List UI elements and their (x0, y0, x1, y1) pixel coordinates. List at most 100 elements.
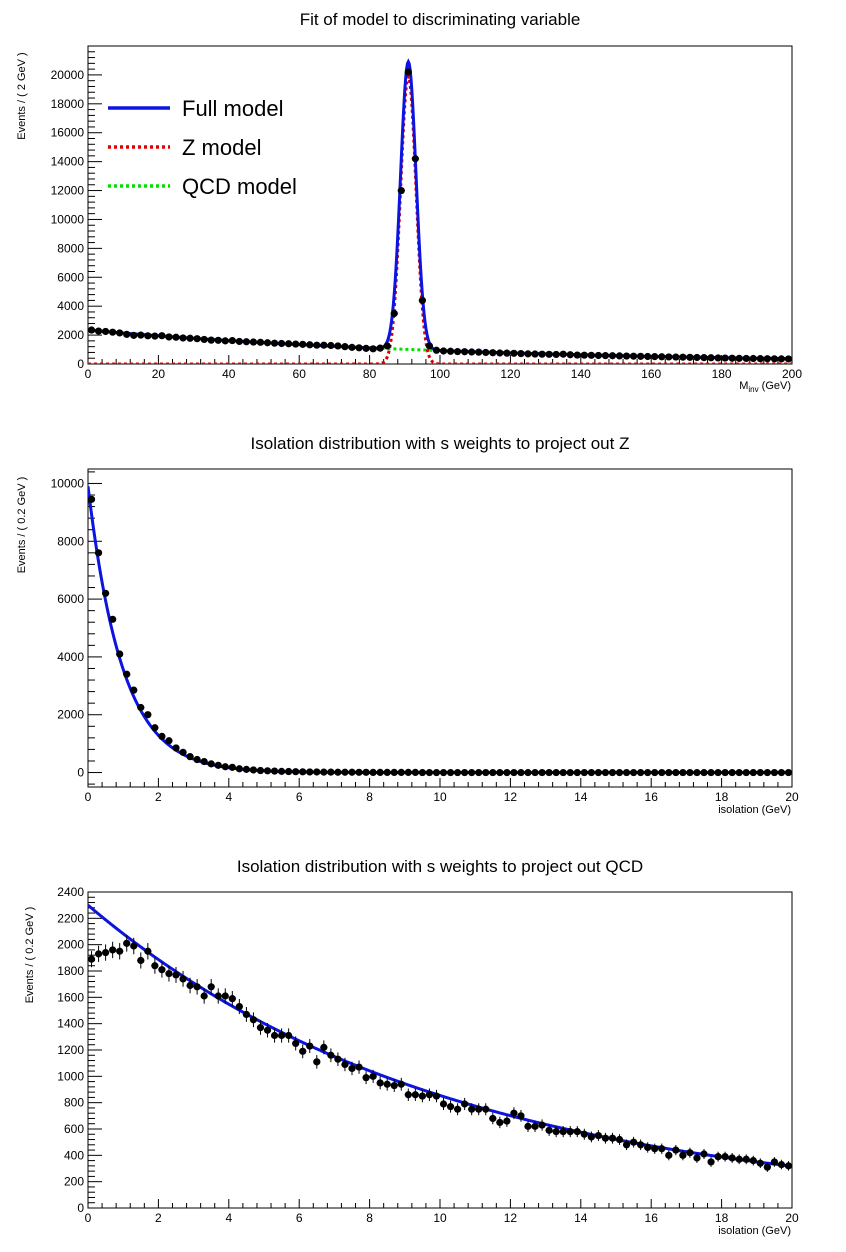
data-point (404, 1091, 412, 1099)
data-point (714, 354, 722, 362)
data-point (158, 732, 166, 741)
y-tick-label: 2000 (57, 328, 84, 342)
data-point (270, 767, 279, 775)
data-point (235, 765, 243, 773)
data-point (235, 337, 243, 346)
data-point (475, 348, 483, 356)
data-point (221, 763, 229, 771)
legend-entry-label: Full model (182, 96, 283, 121)
data-point (461, 348, 469, 356)
data-point (601, 352, 610, 360)
data-point (475, 768, 483, 777)
y-axis-label: Events / ( 2 GeV ) (16, 52, 28, 139)
data-point (622, 1141, 631, 1149)
data-point (784, 768, 793, 777)
panel-fit-minv: Fit of model to discriminating variable … (16, 10, 802, 394)
data-point (679, 353, 687, 361)
data-point (496, 349, 504, 357)
data-point (672, 768, 680, 777)
data-point (369, 345, 377, 353)
data-point (637, 352, 645, 360)
data-point (151, 332, 159, 340)
data-point (665, 768, 673, 777)
data-point (432, 768, 441, 777)
data-point (242, 1010, 250, 1019)
data-point (362, 768, 370, 776)
data-point (545, 768, 553, 777)
data-point (770, 355, 779, 363)
y-tick-label: 2000 (57, 708, 84, 722)
data-point (686, 353, 694, 361)
y-tick-label: 4000 (57, 650, 84, 664)
data-point (179, 748, 187, 756)
data-point (665, 353, 673, 361)
data-point (130, 331, 138, 339)
data-point (200, 757, 208, 766)
data-point (158, 966, 166, 974)
data-point (418, 768, 426, 777)
data-point (313, 768, 321, 776)
data-point (320, 1043, 328, 1051)
data-point (763, 768, 771, 777)
x-tick-label: 14 (574, 1211, 588, 1225)
data-point (735, 1155, 743, 1163)
data-point (517, 768, 525, 777)
data-point (299, 1047, 307, 1055)
data-point (637, 1141, 645, 1149)
data-point (404, 768, 412, 777)
x-tick-label: 16 (645, 790, 659, 804)
data-point (777, 355, 786, 363)
data-point (770, 1158, 779, 1166)
data-point (256, 1024, 265, 1032)
x-tick-label: 20 (152, 367, 166, 381)
data-point (214, 761, 222, 769)
x-axis-label-unit: (GeV) (759, 380, 791, 392)
data-point (468, 768, 476, 777)
y-tick-label: 8000 (57, 241, 84, 255)
x-tick-label: 10 (433, 1211, 447, 1225)
data-point (439, 768, 448, 777)
y-tick-label: 0 (77, 357, 84, 371)
data-point (622, 768, 631, 777)
data-point (228, 995, 236, 1003)
data-point (510, 768, 518, 777)
data-point (397, 1080, 405, 1088)
data-point (207, 983, 215, 991)
x-tick-label: 8 (366, 790, 373, 804)
y-tick-label: 200 (64, 1175, 84, 1189)
data-point (651, 768, 659, 777)
data-point (390, 1081, 398, 1090)
data-point (714, 1153, 722, 1161)
panel-isolation-qcd: Isolation distribution with s weights to… (24, 857, 799, 1237)
data-point (116, 329, 124, 337)
data-point (630, 768, 638, 777)
y-tick-label: 8000 (57, 534, 84, 548)
data-point (496, 1118, 504, 1127)
data-point (270, 339, 279, 347)
data-point (256, 766, 265, 775)
data-point (425, 1091, 434, 1099)
data-point (749, 768, 757, 777)
data-point (524, 768, 532, 777)
data-point (538, 350, 546, 358)
y-tick-label: 1600 (57, 990, 84, 1004)
data-point (109, 946, 117, 954)
data-point (102, 948, 110, 957)
data-point (707, 354, 715, 362)
data-point (454, 1105, 462, 1113)
data-point (749, 1157, 757, 1165)
data-point (130, 942, 138, 950)
data-point (432, 1092, 441, 1100)
chart-title: Isolation distribution with s weights to… (237, 857, 643, 876)
x-tick-label: 0 (85, 367, 92, 381)
data-point (278, 1031, 286, 1040)
data-point (327, 341, 335, 350)
plot-frame (87, 891, 793, 1209)
data-point (306, 1042, 314, 1050)
data-point (186, 753, 194, 761)
data-point (193, 755, 201, 764)
x-tick-label: 120 (500, 367, 520, 381)
data-point (489, 349, 497, 357)
data-point (615, 768, 624, 777)
data-point (327, 1051, 335, 1059)
